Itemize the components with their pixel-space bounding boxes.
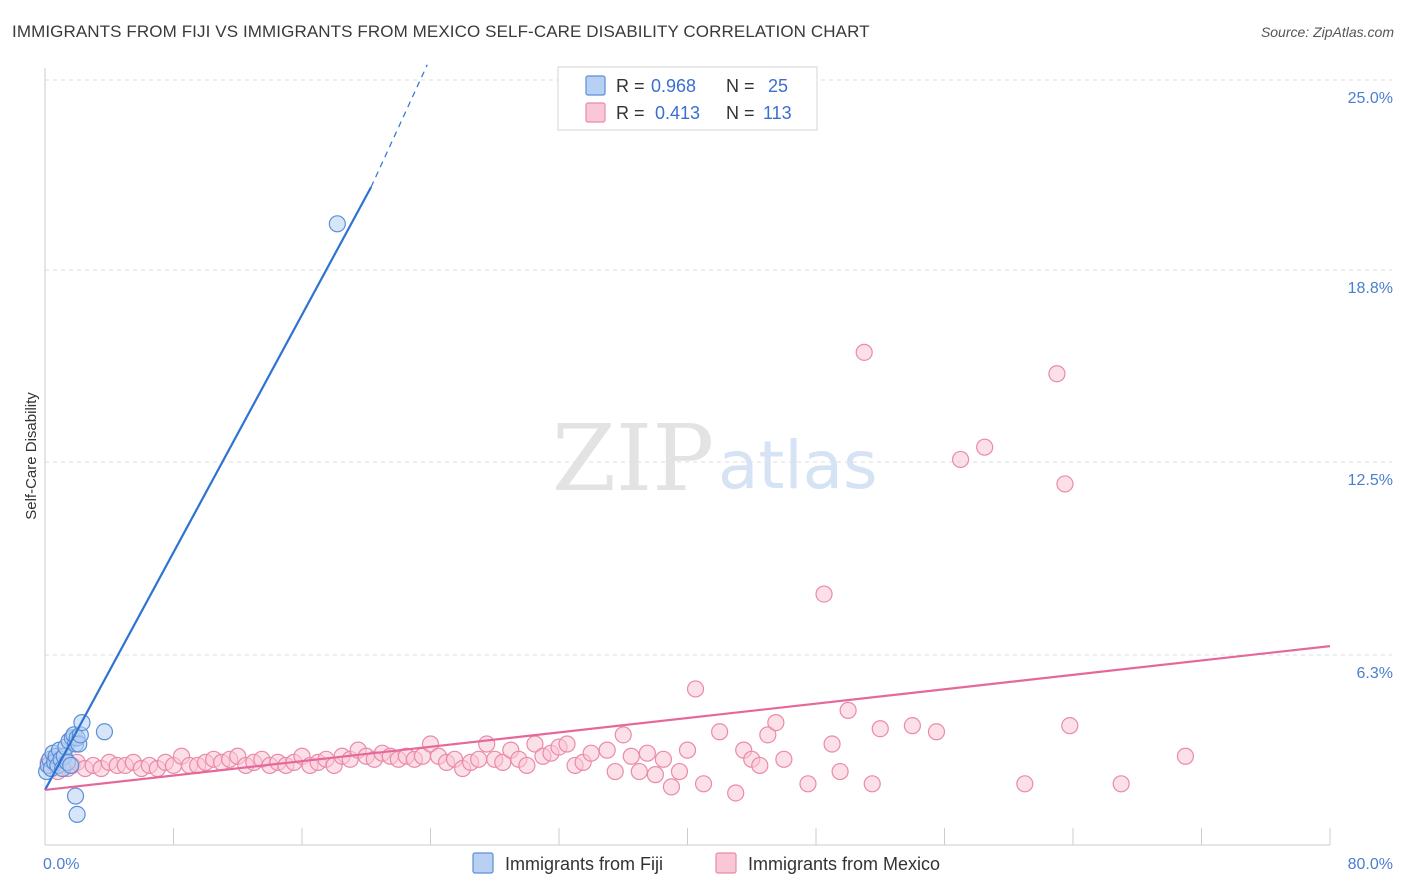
mexico-point	[686, 680, 705, 698]
mexico-point	[903, 717, 921, 735]
mexico-point	[759, 726, 777, 744]
legend-mexico-swatch	[585, 102, 606, 123]
series-legend-mexico-label: Immigrants from Mexico	[748, 854, 940, 874]
mexico-point	[767, 713, 785, 732]
mexico-point	[727, 784, 745, 802]
mexico-point	[606, 762, 624, 781]
legend-fiji-swatch	[585, 75, 606, 96]
mexico-point	[871, 720, 889, 738]
mexico-point	[582, 744, 600, 762]
legend-fiji-r-label: R =	[616, 76, 645, 96]
mexico-point	[598, 741, 616, 759]
mexico-point	[494, 753, 512, 771]
legend-mexico-n-label: N =	[726, 103, 755, 123]
y-axis-label: Self-Care Disability	[23, 392, 40, 520]
y-tick-label: 6.3%	[1357, 665, 1393, 682]
legend-mexico-n-value: 113	[763, 103, 792, 123]
fiji-point	[328, 215, 346, 233]
grid-lines	[45, 79, 1392, 656]
series-legend-fiji-swatch	[472, 852, 494, 874]
legend-mexico-r-label: R =	[616, 103, 645, 123]
mexico-point	[558, 735, 576, 753]
y-tick-labels: 6.3% 12.5% 18.8% 25.0%	[1348, 90, 1393, 682]
fiji-point	[62, 756, 80, 775]
legend-fiji-n-label: N =	[726, 76, 755, 96]
series-legend-mexico-swatch	[715, 852, 737, 874]
mexico-point	[518, 756, 536, 775]
legend-mexico-r-value: 0.413	[655, 103, 700, 123]
mexico-point	[630, 762, 648, 781]
mexico-point	[951, 450, 970, 469]
mexico-point	[1112, 775, 1130, 793]
mexico-point	[1016, 775, 1034, 793]
mexico-point	[799, 775, 817, 793]
series-legend-fiji-label: Immigrants from Fiji	[505, 854, 663, 874]
watermark-atlas: atlas	[718, 427, 878, 504]
trend-layer	[44, 64, 1331, 792]
fiji-point	[68, 805, 86, 824]
legend-fiji-r-value: 0.968	[651, 76, 696, 96]
y-tick-label: 18.8%	[1348, 280, 1393, 297]
x-tick-label: 0.0%	[43, 856, 79, 873]
y-tick-label: 25.0%	[1348, 90, 1393, 107]
mexico-point	[1061, 717, 1079, 735]
mexico-point	[694, 775, 713, 793]
mexico-point	[622, 747, 640, 765]
mexico-point	[751, 756, 769, 775]
fiji-trend-line	[44, 186, 373, 791]
mexico-point	[614, 726, 632, 744]
mexico-point	[1176, 747, 1195, 765]
mexico-point	[815, 585, 833, 603]
mexico-point	[1048, 365, 1066, 383]
chart-source: Source: ZipAtlas.com	[1260, 24, 1394, 40]
chart-title: IMMIGRANTS FROM FIJI VS IMMIGRANTS FROM …	[12, 22, 870, 41]
mexico-point	[839, 701, 857, 719]
mexico-point	[478, 735, 496, 753]
mexico-point	[863, 775, 881, 793]
series-legend: Immigrants from Fiji Immigrants from Mex…	[472, 852, 940, 874]
mexico-point	[662, 778, 681, 796]
mexico-point	[823, 735, 841, 753]
mexico-point	[855, 343, 873, 361]
series-layer	[38, 215, 1195, 824]
mexico-point	[678, 741, 697, 759]
legend-fiji-n-value: 25	[768, 76, 788, 96]
mexico-point	[1056, 475, 1074, 493]
mexico-point	[831, 762, 849, 781]
fiji-point	[66, 787, 85, 805]
mexico-point	[711, 723, 729, 741]
mexico-point	[775, 750, 793, 768]
watermark-zip: ZIP	[552, 405, 714, 512]
mexico-point	[976, 438, 994, 456]
x-tick-labels: 0.0% 80.0%	[43, 856, 1393, 873]
mexico-point	[670, 762, 689, 781]
x-tick-label: 80.0%	[1348, 856, 1393, 873]
mexico-trend-line	[44, 645, 1331, 792]
mexico-point	[638, 744, 656, 762]
fiji-trend-extension	[370, 64, 428, 188]
mexico-point	[470, 750, 488, 768]
mexico-point	[654, 750, 673, 768]
correlation-legend: R = 0.968 N = 25 R = 0.413 N = 113	[557, 66, 818, 131]
axes	[44, 68, 1331, 846]
mexico-point	[646, 766, 664, 784]
mexico-point	[927, 723, 946, 741]
y-tick-label: 12.5%	[1348, 472, 1393, 489]
fiji-point	[95, 723, 114, 741]
